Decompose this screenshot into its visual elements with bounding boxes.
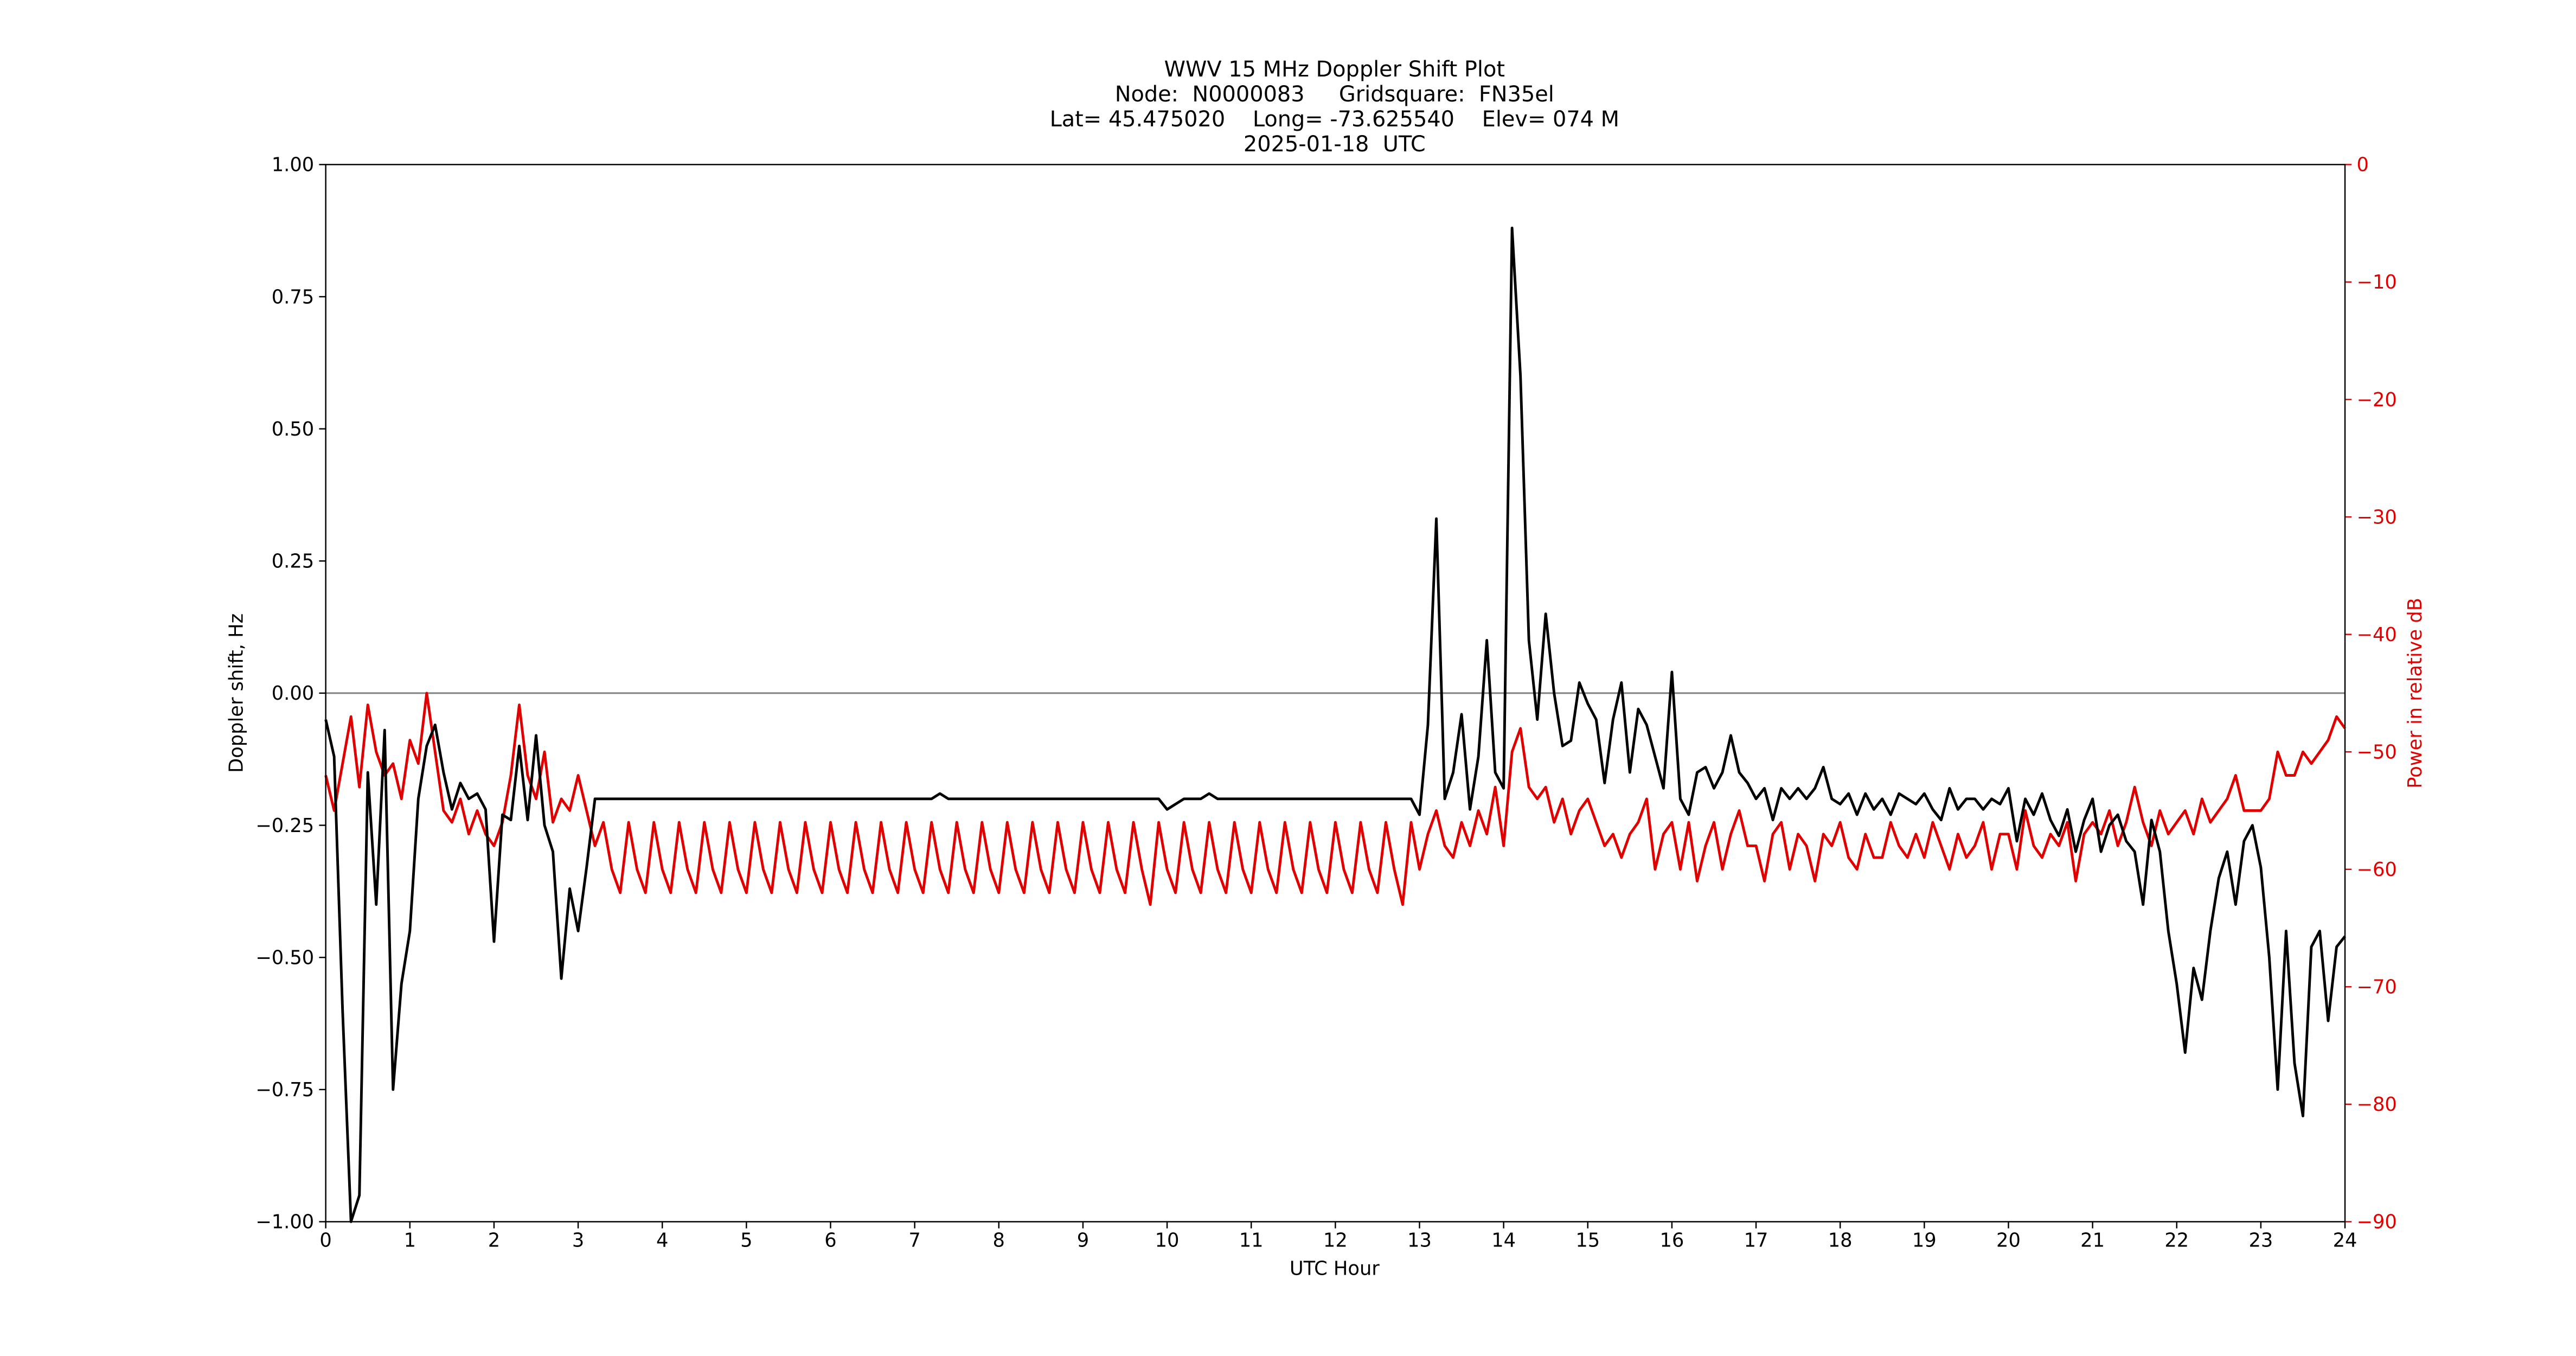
y2-tick-label: −80: [2356, 1093, 2396, 1116]
y-tick-label: 0.00: [272, 682, 314, 705]
x-tick-label: 22: [2164, 1229, 2189, 1251]
y-tick-label: 0.50: [272, 418, 314, 440]
y-tick-label: −0.75: [255, 1079, 314, 1101]
x-tick-label: 8: [993, 1229, 1005, 1251]
chart-subtitle: 2025-01-18 UTC: [1244, 132, 1426, 157]
x-tick-label: 9: [1077, 1229, 1089, 1251]
chart-subtitle: Lat= 45.475020 Long= -73.625540 Elev= 07…: [1050, 107, 1619, 132]
x-tick-label: 5: [740, 1229, 752, 1251]
y2-tick-label: −90: [2356, 1211, 2396, 1233]
data-line: [324, 692, 2347, 906]
y2-tick-label: −60: [2356, 859, 2396, 881]
x-tick-label: 14: [1491, 1229, 1516, 1251]
x-tick-label: 0: [319, 1229, 331, 1251]
x-tick-label: 21: [2080, 1229, 2105, 1251]
x-tick-label: 17: [1744, 1229, 1768, 1251]
y-tick-label: 0.75: [272, 286, 314, 308]
y2-tick-label: 0: [2356, 154, 2368, 176]
x-tick-label: 4: [656, 1229, 668, 1251]
y2-tick-label: −20: [2356, 389, 2396, 411]
y-tick-label: 1.00: [272, 154, 314, 176]
y-tick-label: −0.25: [255, 815, 314, 837]
x-axis-label: UTC Hour: [1290, 1257, 1380, 1280]
y-axis-label: Doppler shift, Hz: [225, 613, 247, 773]
y-tick-label: 0.25: [272, 551, 314, 573]
x-tick-label: 24: [2333, 1229, 2357, 1251]
y2-tick-label: −30: [2356, 506, 2396, 528]
plot-frame: [325, 164, 2346, 1223]
chart-subtitle: Node: N0000083 Gridsquare: FN35el: [1115, 82, 1554, 107]
x-tick-label: 2: [488, 1229, 500, 1251]
y2-tick-label: −50: [2356, 741, 2396, 763]
x-tick-label: 10: [1155, 1229, 1180, 1251]
y2-tick-label: −70: [2356, 976, 2396, 999]
x-tick-label: 18: [1828, 1229, 1853, 1251]
x-tick-label: 19: [1912, 1229, 1937, 1251]
x-tick-label: 20: [1996, 1229, 2021, 1251]
y2-axis-label: Power in relative dB: [2404, 598, 2426, 789]
y-tick-label: −0.50: [255, 946, 314, 969]
x-tick-label: 7: [908, 1229, 920, 1251]
x-tick-label: 12: [1323, 1229, 1348, 1251]
x-tick-label: 15: [1575, 1229, 1600, 1251]
chart-title: WWV 15 MHz Doppler Shift Plot: [1164, 57, 1505, 82]
y2-tick-label: −10: [2356, 271, 2396, 293]
x-tick-label: 23: [2248, 1229, 2273, 1251]
x-tick-label: 1: [404, 1229, 416, 1251]
x-tick-label: 11: [1239, 1229, 1264, 1251]
x-tick-label: 13: [1407, 1229, 1432, 1251]
x-tick-label: 6: [824, 1229, 836, 1251]
x-tick-label: 16: [1659, 1229, 1684, 1251]
y2-tick-label: −40: [2356, 624, 2396, 646]
data-line: [324, 226, 2346, 1223]
y-tick-label: −1.00: [255, 1211, 314, 1233]
x-tick-label: 3: [572, 1229, 584, 1251]
